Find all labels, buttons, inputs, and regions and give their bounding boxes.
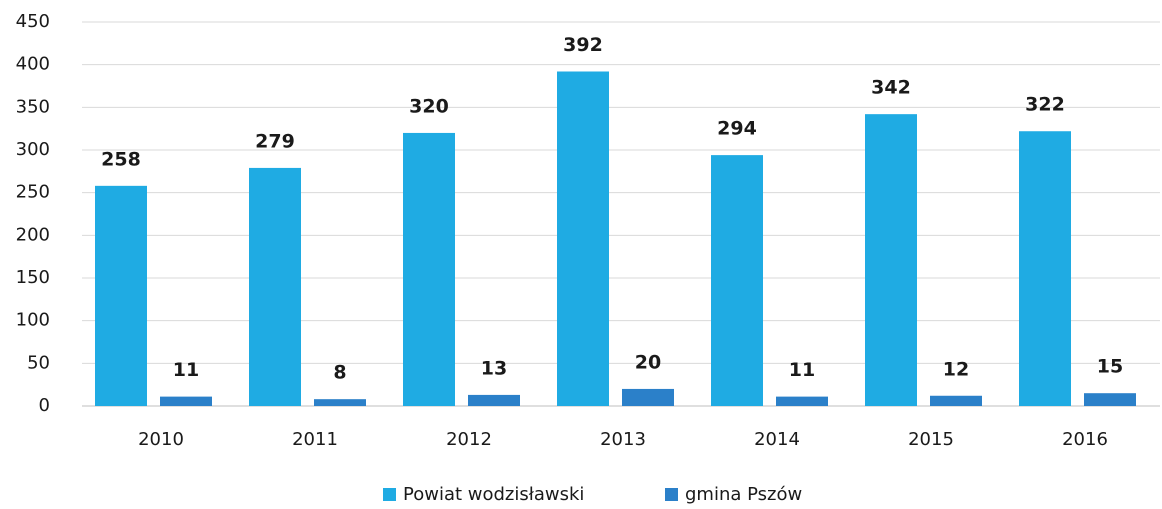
bar: [160, 396, 212, 406]
y-tick-label: 450: [16, 11, 50, 32]
bar: [314, 399, 366, 406]
value-label: 258: [101, 148, 141, 170]
value-label: 322: [1025, 94, 1065, 116]
bar: [468, 394, 520, 406]
value-label: 294: [717, 118, 757, 140]
x-tick-label: 2016: [1062, 429, 1108, 450]
value-label: 279: [255, 130, 295, 152]
bar: [95, 185, 147, 406]
bar: [865, 114, 917, 406]
legend-label: gmina Pszów: [685, 484, 802, 505]
bar: [622, 388, 674, 406]
y-tick-label: 250: [16, 182, 50, 203]
value-label: 15: [1097, 356, 1123, 378]
value-label: 320: [409, 95, 449, 117]
y-tick-label: 50: [27, 352, 50, 373]
value-label: 342: [871, 77, 911, 99]
bar: [403, 132, 455, 406]
y-tick-label: 300: [16, 139, 50, 160]
y-tick-label: 350: [16, 96, 50, 117]
bar: [930, 395, 982, 406]
legend-label: Powiat wodzisławski: [403, 484, 584, 505]
value-label: 13: [481, 357, 507, 379]
value-label: 12: [943, 358, 969, 380]
y-tick-label: 200: [16, 224, 50, 245]
value-label: 8: [333, 362, 346, 384]
x-tick-label: 2011: [292, 429, 338, 450]
value-label: 392: [563, 34, 603, 56]
x-tick-label: 2014: [754, 429, 800, 450]
bar: [557, 71, 609, 406]
bar: [1019, 131, 1071, 406]
legend-swatch: [665, 488, 678, 501]
y-tick-label: 0: [39, 395, 50, 416]
bar: [249, 167, 301, 406]
x-tick-label: 2010: [138, 429, 184, 450]
y-tick-label: 150: [16, 267, 50, 288]
y-tick-label: 100: [16, 310, 50, 331]
y-tick-label: 400: [16, 54, 50, 75]
x-tick-label: 2015: [908, 429, 954, 450]
value-label: 11: [173, 359, 199, 381]
bar: [776, 396, 828, 406]
legend-swatch: [383, 488, 396, 501]
x-tick-label: 2012: [446, 429, 492, 450]
bar: [1084, 393, 1136, 406]
value-label: 20: [635, 351, 661, 373]
x-tick-label: 2013: [600, 429, 646, 450]
value-label: 11: [789, 359, 815, 381]
bar: [711, 155, 763, 406]
